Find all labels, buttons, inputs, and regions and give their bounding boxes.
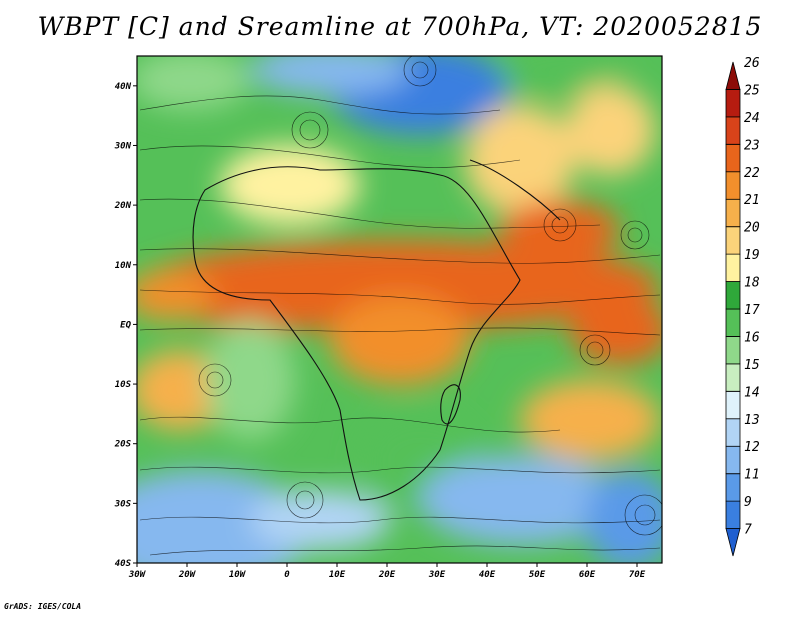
credit-text: GrADS: IGES/COLA [4,602,82,611]
chart-title: WBPT [C] and Sreamline at 700hPa, VT: 20… [37,12,763,41]
colorbar-label: 26 [744,56,760,71]
x-tick-label: 60E [579,570,596,580]
colorbar-label: 11 [744,468,760,483]
colorbar-label: 17 [744,303,760,318]
colorbar-box [725,143,741,173]
colorbar-box [725,226,741,255]
x-tick-label: 10W [229,570,247,580]
y-axis: 40N 30N 20N 10N EQ 10S 20S 30S 40S [114,82,137,569]
colorbar-box [725,390,741,420]
colorbar-box [725,281,741,310]
colorbar-box [725,198,741,228]
colorbar-label: 19 [744,248,760,263]
colorbar-box [725,61,741,90]
y-tick-label: 30N [114,141,132,151]
colorbar-label: 23 [744,138,760,153]
colorbar-box [725,308,741,337]
coastlines [192,159,561,501]
x-tick-label: 10E [329,570,346,580]
colorbar-label: 25 [744,83,760,98]
colorbar-label: 9 [744,495,752,510]
colorbar-label: 16 [744,330,760,345]
y-tick-label: EQ [120,320,131,330]
colorbar-label: 12 [744,440,760,455]
colorbar-label: 21 [744,193,760,208]
y-tick-label: 20N [114,201,132,211]
x-axis: 30W 20W 10W 0 10E 20E 30E 40E 50E 60E 70E [128,563,646,580]
colorbar-box [725,418,741,447]
colorbar-box [725,500,741,529]
colorbar-label: 7 [744,523,752,538]
colorbar-label: 24 [744,111,760,126]
plot-frame [136,55,663,564]
colorbar-label: 22 [744,166,760,181]
x-tick-label: 20E [378,570,396,580]
colorbar-label: 15 [744,358,760,373]
colorbar-label: 14 [744,385,760,400]
colorbar-box [725,253,741,282]
y-tick-label: 40S [115,559,132,569]
colorbar-box [725,171,741,200]
y-tick-label: 10N [115,261,132,271]
y-tick-label: 20S [114,440,132,450]
colorbar-box [725,116,741,145]
colorbar-box [725,528,741,557]
x-tick-label: 30E [428,570,446,580]
colorbar-box [725,473,741,502]
x-tick-label: 30W [128,570,147,580]
y-tick-label: 10S [115,380,132,390]
colorbar-box [725,445,741,475]
colorbar-box [725,336,741,365]
x-tick-label: 20W [178,570,197,580]
colorbar-box [725,89,741,118]
y-tick-label: 30S [114,499,132,509]
x-tick-label: 0 [284,570,290,580]
x-tick-label: 70E [629,570,646,580]
colorbar-label: 18 [744,276,760,291]
colorbar-box [725,363,741,392]
colorbar-label: 20 [744,221,760,236]
colorbar-label: 13 [744,413,760,428]
x-tick-label: 50E [529,570,546,580]
y-tick-label: 40N [115,82,132,92]
x-tick-label: 40E [479,570,496,580]
